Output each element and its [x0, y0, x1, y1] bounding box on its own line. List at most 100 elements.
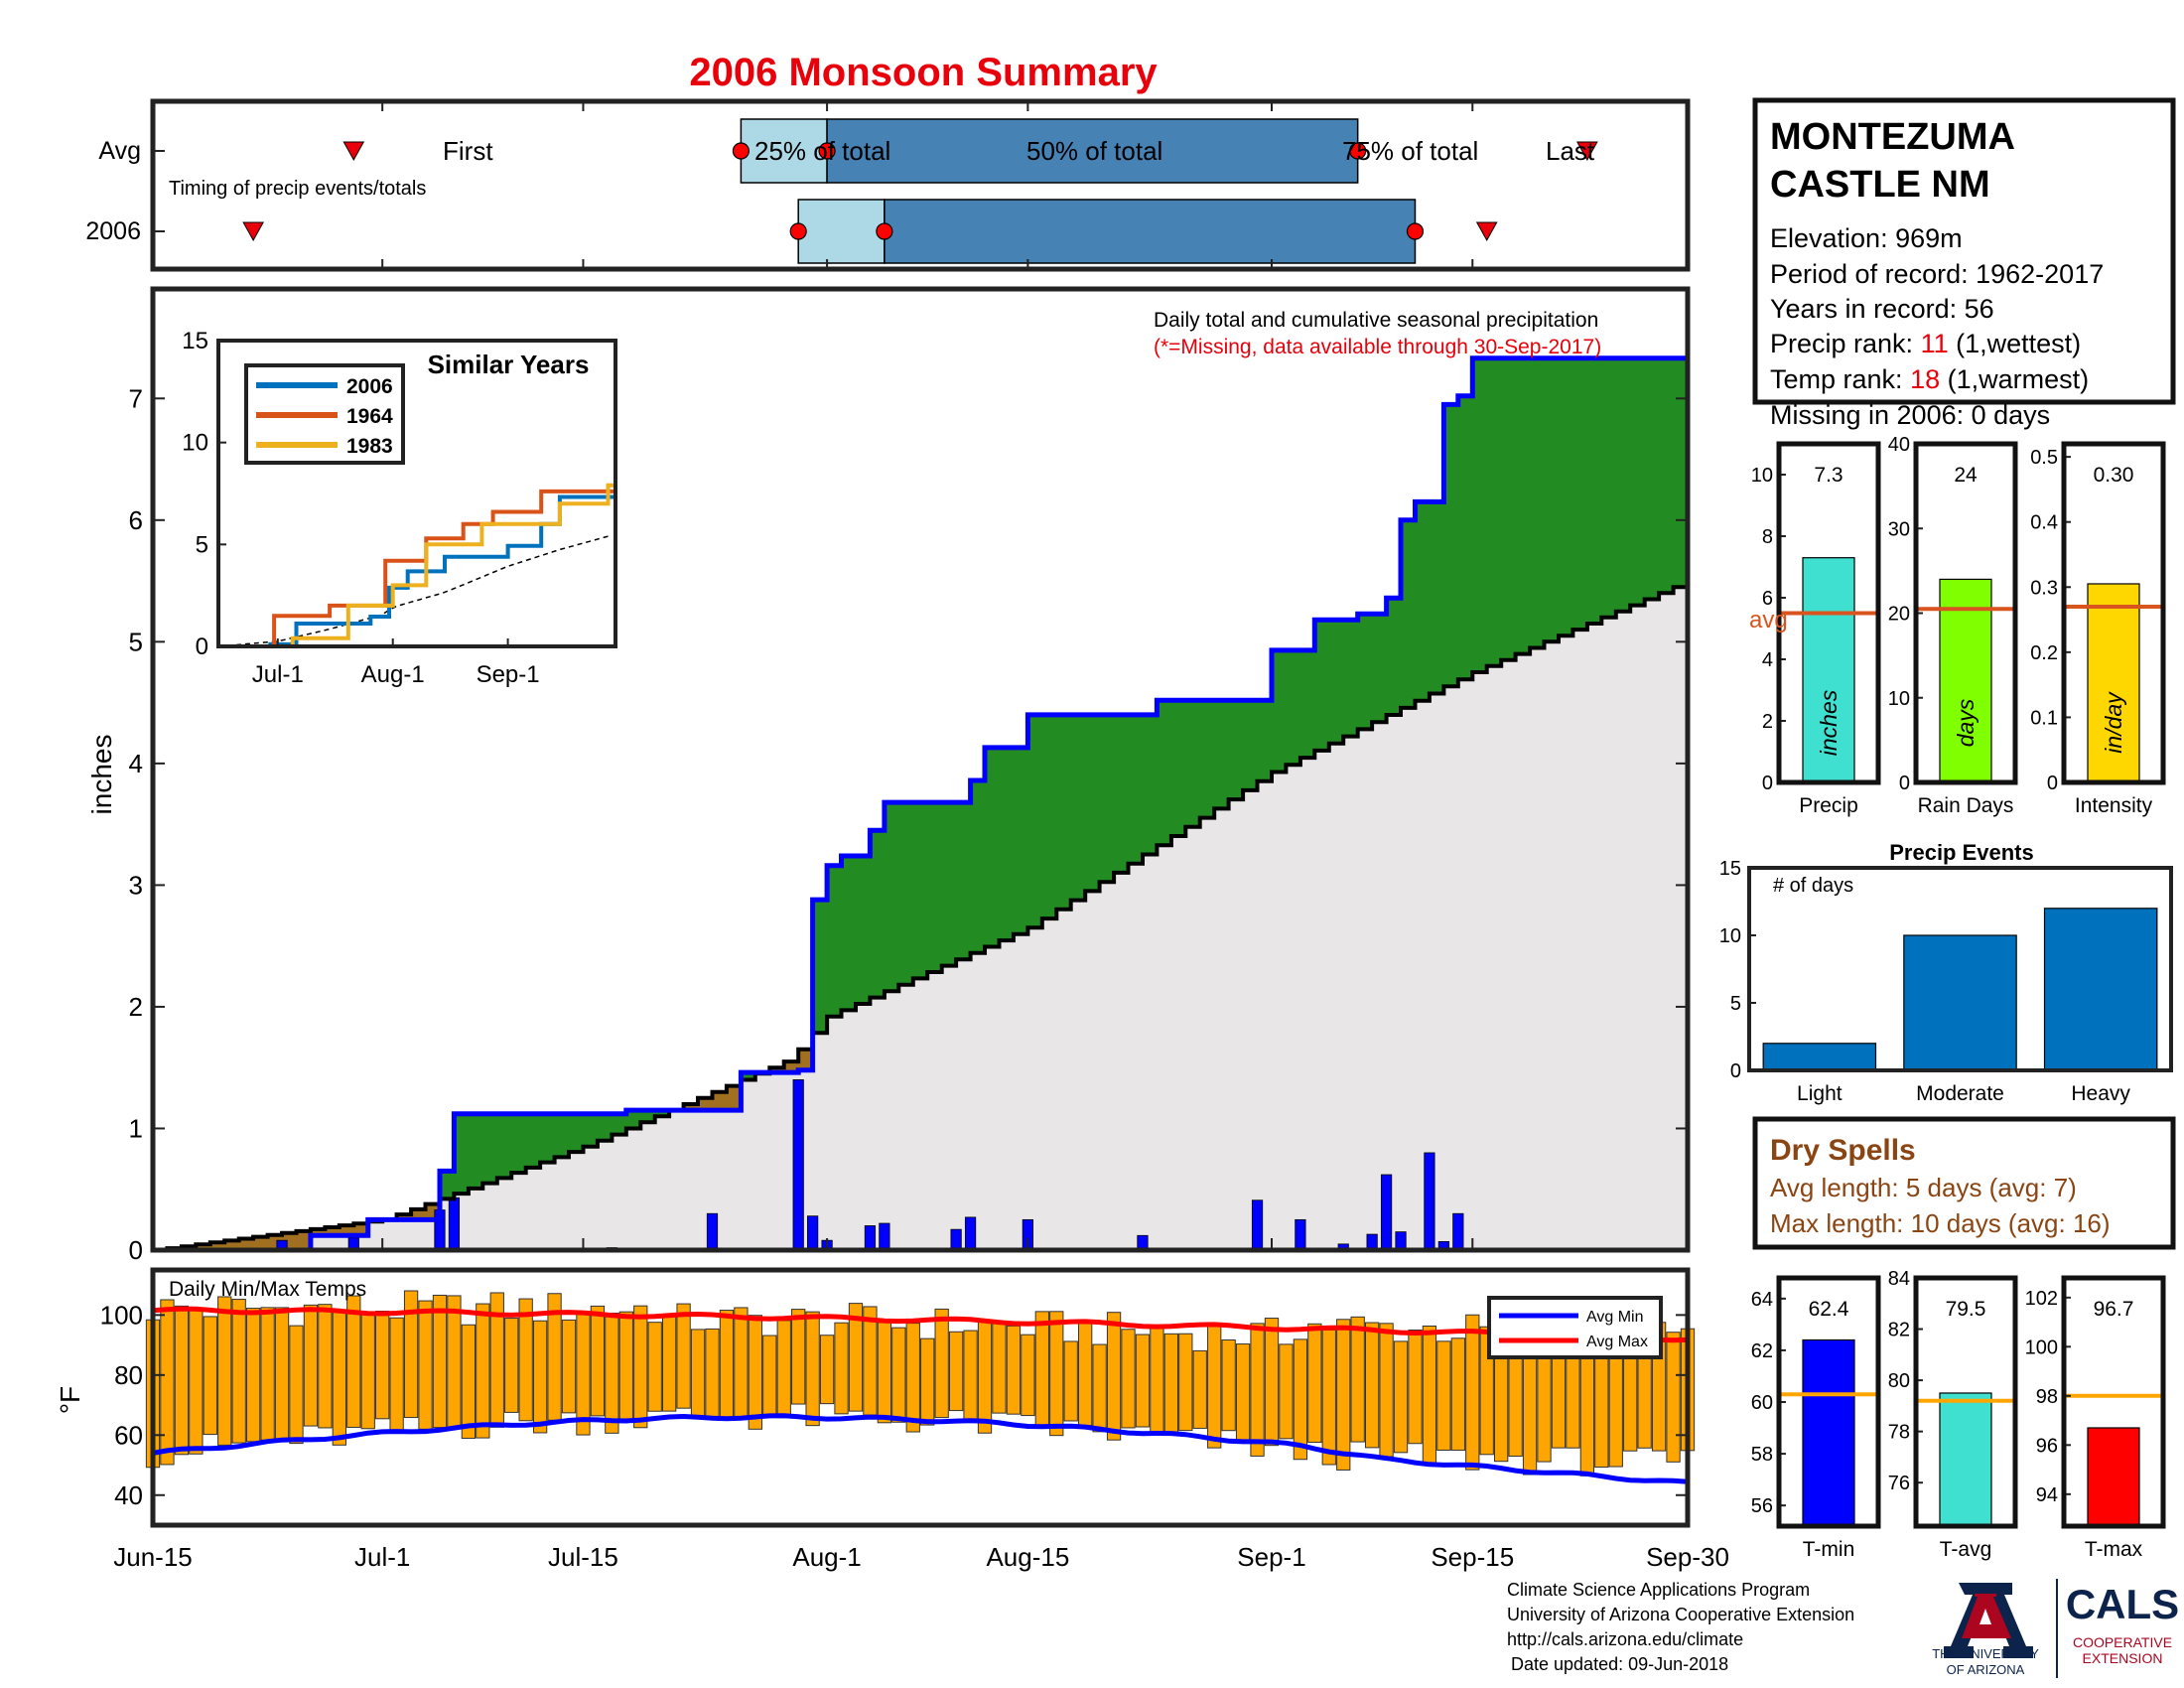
daily-precip-bar — [792, 1079, 804, 1251]
timing-percentile-marker — [789, 222, 807, 240]
average-cumulative-line — [153, 581, 1690, 1252]
mini-label: Intensity — [2075, 794, 2153, 817]
timing-25-50-box — [797, 199, 886, 264]
temp-bar — [2087, 1427, 2140, 1527]
daily-temp-bar — [1264, 1318, 1280, 1447]
daily-temp-bar — [260, 1307, 275, 1441]
daily-temp-bar — [245, 1308, 261, 1443]
temp-y-tick-label: 40 — [114, 1480, 143, 1510]
mini-tick-label: 0 — [1762, 773, 1773, 794]
daily-temp-bar — [1408, 1329, 1423, 1445]
dry-spells-max: Max length: 10 days (avg: 16) — [1770, 1208, 2111, 1238]
mini-panel-2: 0 0.1 0.2 0.3 0.4 0.5 0.30 Intensity in/day — [2030, 441, 2166, 817]
mini-tick-label: 0 — [1899, 773, 1910, 794]
x-tick-label: Aug-1 — [792, 1542, 861, 1572]
temp-legend-max: Avg Max — [1586, 1334, 1648, 1350]
mini-tick-label: 4 — [1762, 649, 1773, 671]
timing-label-p50: 50% of total — [1026, 136, 1162, 166]
timing-percentile-marker — [876, 222, 893, 240]
y-tick-label: 7 — [129, 383, 143, 413]
timing-panel: Avg 2006 Timing of precip events/totals … — [85, 98, 1691, 272]
deficit-segment — [396, 1214, 412, 1220]
events-y-tick-label: 0 — [1730, 1060, 1741, 1082]
inset-legend-1964: 1964 — [346, 405, 393, 428]
footer: Climate Science Applications Program Uni… — [1507, 1580, 1854, 1674]
y-tick-label: 0 — [129, 1235, 143, 1265]
daily-temp-bar — [662, 1315, 677, 1412]
inset-line-1964 — [218, 489, 617, 648]
temp-y-tick-label: 100 — [100, 1300, 143, 1330]
deficit-segment — [196, 1244, 211, 1250]
deficit-segment — [296, 1230, 312, 1250]
inset-y-tick-label: 15 — [182, 328, 208, 354]
deficit-segment — [712, 1091, 728, 1111]
daily-temp-bar — [1235, 1343, 1251, 1441]
daily-precip-bar — [864, 1225, 877, 1251]
deficit-segment — [253, 1236, 269, 1250]
daily-temp-bar — [1307, 1323, 1322, 1444]
x-tick-label: Aug-15 — [986, 1542, 1069, 1572]
daily-precip-bar — [1251, 1199, 1264, 1251]
daily-temp-bar — [590, 1305, 606, 1417]
avg-max-line — [152, 1306, 1689, 1343]
temp-tick-label: 58 — [1751, 1444, 1773, 1466]
daily-temp-bar — [289, 1325, 304, 1445]
daily-temp-bar — [532, 1320, 548, 1434]
daily-temp-bar — [1393, 1340, 1409, 1454]
daily-temp-bar — [1192, 1349, 1207, 1429]
daily-temp-bar — [189, 1309, 204, 1455]
avg-min-line — [152, 1413, 1689, 1484]
daily-temp-bar — [346, 1295, 361, 1428]
university-of-arizona-logo: THE UNIVERSITY OF ARIZONA — [1932, 1579, 2058, 1678]
events-ylabel: # of days — [1773, 875, 1853, 897]
mini-tick-label: 0.5 — [2030, 447, 2058, 469]
daily-temp-bar — [461, 1324, 477, 1439]
timing-event-marker — [1475, 221, 1498, 242]
daily-temp-bar — [605, 1312, 619, 1434]
temp-y-label: °F — [55, 1386, 85, 1414]
event-bar — [2043, 908, 2158, 1071]
precip-y-label: inches — [86, 735, 117, 815]
timing-event-marker — [342, 141, 365, 162]
mini-value: 0.30 — [2094, 464, 2134, 487]
daily-temp-bar — [934, 1308, 949, 1419]
mini-panel-1: 0 10 20 30 40 24 Rain Days days — [1888, 434, 2018, 817]
mini-tick-label: 0.3 — [2030, 577, 2058, 599]
daily-temp-bar — [1666, 1332, 1681, 1463]
dry-spells-frame — [1752, 1116, 2176, 1250]
cals-logo-text: CALS — [2066, 1581, 2179, 1627]
deficit-segment — [224, 1240, 240, 1250]
mini-tick-label: 6 — [1762, 588, 1773, 610]
dry-spells-panel: Dry Spells Avg length: 5 days (avg: 7) M… — [1752, 1116, 2176, 1250]
daily-temp-bar — [1364, 1322, 1380, 1449]
daily-temp-bar — [618, 1311, 633, 1423]
cals-logo: CALS COOPERATIVE EXTENSION — [2066, 1581, 2179, 1666]
temp-chart: 40 60 80 100 °F Daily Min/Max Temps Avg Min… — [55, 1267, 1696, 1528]
station-period: Period of record: 1962-2017 — [1770, 259, 2104, 289]
daily-temp-bar — [1021, 1334, 1035, 1417]
station-temp-rank: Temp rank: 18 (1,warmest) — [1770, 364, 2089, 394]
daily-temp-bar — [303, 1304, 319, 1427]
daily-temp-bar — [1034, 1311, 1049, 1429]
mini-value: 24 — [1954, 464, 1978, 487]
daily-temp-bar — [1594, 1350, 1609, 1469]
station-elevation: Elevation: 969m — [1770, 223, 1963, 253]
cals-logo-line-2: EXTENSION — [2083, 1650, 2163, 1666]
timing-frame — [150, 98, 1691, 272]
daily-temp-bar — [476, 1303, 490, 1439]
daily-temp-bar — [920, 1337, 935, 1426]
station-frame — [1752, 97, 2176, 405]
daily-temp-bar — [948, 1331, 964, 1412]
daily-precip-bar — [1295, 1218, 1306, 1251]
mini-label: Precip — [1799, 794, 1858, 817]
daily-temp-bar — [905, 1323, 920, 1433]
daily-temp-bar — [561, 1319, 577, 1414]
temp-tick-label: 96 — [2036, 1435, 2058, 1457]
station-precip-rank: Precip rank: 11 (1,wettest) — [1770, 329, 2081, 358]
mini-bar — [1939, 578, 1992, 783]
daily-temp-bar — [863, 1306, 878, 1416]
daily-temp-bar — [1078, 1321, 1093, 1427]
event-category-label: Heavy — [2071, 1082, 2130, 1105]
precip-rank-value: 11 — [1921, 329, 1949, 358]
